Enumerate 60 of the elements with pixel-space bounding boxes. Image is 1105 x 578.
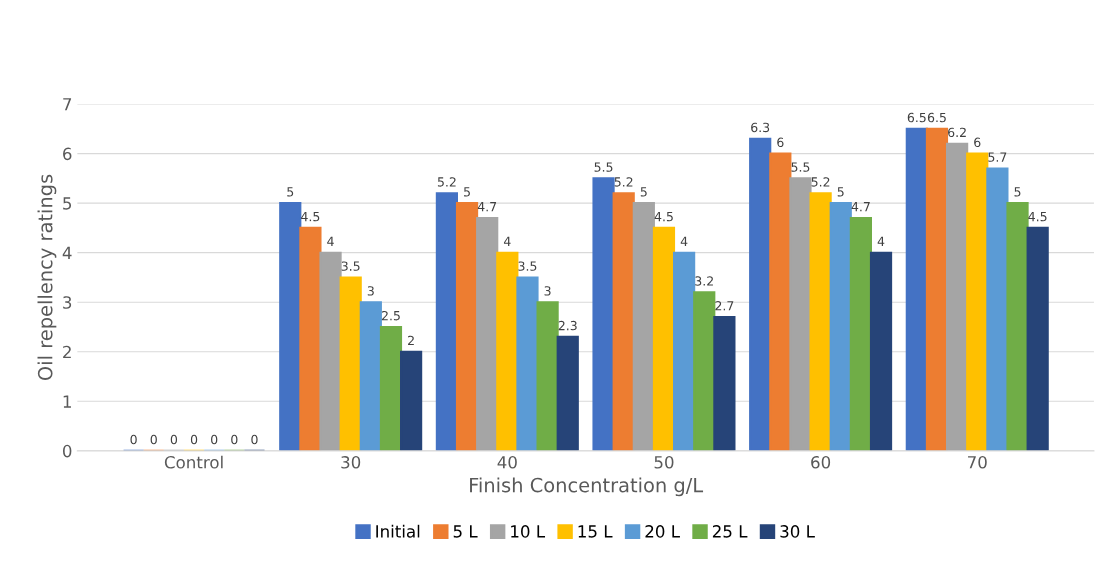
- data-label: 6: [974, 137, 981, 147]
- data-label: 5.7: [988, 152, 1007, 162]
- x-axis-title: Finish Concentration g/L: [470, 477, 704, 497]
- data-label: 4.5: [654, 212, 673, 222]
- x-tick-label: Control: [164, 455, 223, 469]
- data-label: 5: [464, 187, 470, 197]
- data-label: 0: [170, 434, 178, 445]
- data-label: 5.2: [437, 177, 456, 187]
- data-label: 4: [503, 236, 511, 246]
- legend-label: 30 L: [780, 525, 815, 538]
- data-label: 5: [287, 187, 294, 197]
- data-label: 6.2: [948, 127, 966, 138]
- data-label: 3: [367, 286, 374, 296]
- data-label: 0: [211, 434, 218, 445]
- legend-label: 20 L: [645, 525, 680, 538]
- data-label: 0: [150, 434, 157, 445]
- y-tick-label: 1: [63, 395, 71, 408]
- data-label: 2.5: [381, 310, 400, 321]
- data-label: 5: [1014, 187, 1021, 197]
- data-label: 5.5: [791, 162, 810, 172]
- x-tick-label: 50: [654, 456, 674, 469]
- x-tick-label: 40: [497, 456, 517, 469]
- y-tick-label: 2: [63, 345, 71, 359]
- data-label: 0: [231, 434, 238, 445]
- data-label: 0: [190, 434, 198, 445]
- data-label: 6.5: [907, 112, 926, 123]
- data-label: 3.5: [341, 261, 360, 271]
- y-tick-label: 3: [63, 296, 72, 309]
- data-label: 5: [640, 187, 647, 197]
- data-label: 4: [327, 236, 334, 246]
- data-label: 4: [877, 236, 885, 246]
- legend-label: 15 L: [578, 525, 613, 538]
- x-tick-label: 60: [811, 456, 831, 469]
- legend-label: Initial: [376, 524, 420, 538]
- data-label: 6: [777, 137, 784, 147]
- data-label: 2.7: [715, 301, 734, 311]
- legend-label: 25 L: [712, 525, 748, 538]
- data-label: 5.5: [594, 162, 613, 172]
- y-axis-title: Oil repellency ratings: [37, 174, 57, 381]
- data-label: 0: [251, 434, 258, 445]
- data-label: 0: [130, 434, 137, 445]
- data-label: 6.5: [927, 112, 946, 123]
- x-tick-label: 70: [968, 456, 987, 469]
- data-label: 3.2: [695, 276, 713, 286]
- x-tick-label: 30: [341, 456, 361, 469]
- data-label: 4.5: [301, 212, 320, 222]
- data-label: 6.3: [751, 122, 770, 133]
- y-tick-label: 6: [63, 147, 72, 161]
- data-label: 2: [408, 335, 414, 345]
- y-tick-label: 0: [62, 444, 72, 458]
- y-tick-label: 7: [63, 98, 72, 111]
- legend-label: 10 L: [511, 525, 546, 538]
- data-label: 5.2: [811, 177, 830, 187]
- data-label: 4: [680, 236, 688, 246]
- data-label: 5: [837, 187, 844, 197]
- data-label: 4.7: [477, 202, 497, 212]
- legend-label: 5 L: [453, 525, 478, 538]
- data-label: 3: [544, 286, 551, 296]
- y-tick-label: 4: [62, 246, 72, 259]
- y-tick-label: 5: [63, 197, 72, 210]
